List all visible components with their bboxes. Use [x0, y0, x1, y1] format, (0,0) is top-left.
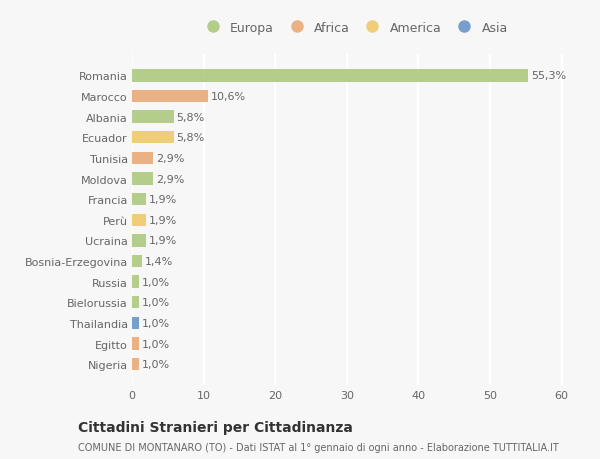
Text: 5,8%: 5,8% [176, 133, 205, 143]
Text: 2,9%: 2,9% [155, 174, 184, 184]
Text: 1,9%: 1,9% [148, 215, 177, 225]
Text: 1,0%: 1,0% [142, 318, 170, 328]
Bar [132, 91, 208, 103]
Legend: Europa, Africa, America, Asia: Europa, Africa, America, Asia [200, 22, 508, 34]
Bar [132, 173, 153, 185]
Text: 1,9%: 1,9% [148, 236, 177, 246]
Text: 1,0%: 1,0% [142, 339, 170, 349]
Text: 5,8%: 5,8% [176, 112, 205, 123]
Bar [132, 152, 153, 165]
Bar [132, 317, 139, 330]
Text: 10,6%: 10,6% [211, 92, 246, 102]
Bar [132, 70, 528, 83]
Text: 1,0%: 1,0% [142, 277, 170, 287]
Bar [132, 214, 146, 226]
Bar [132, 297, 139, 309]
Text: 1,0%: 1,0% [142, 359, 170, 369]
Bar [132, 358, 139, 370]
Text: 55,3%: 55,3% [531, 71, 566, 81]
Bar [132, 255, 142, 268]
Bar [132, 338, 139, 350]
Bar [132, 276, 139, 288]
Text: 2,9%: 2,9% [155, 154, 184, 163]
Text: 1,9%: 1,9% [148, 195, 177, 205]
Bar [132, 111, 173, 123]
Text: Cittadini Stranieri per Cittadinanza: Cittadini Stranieri per Cittadinanza [78, 420, 353, 434]
Bar [132, 132, 173, 144]
Bar [132, 235, 146, 247]
Text: 1,0%: 1,0% [142, 297, 170, 308]
Text: 1,4%: 1,4% [145, 257, 173, 267]
Bar [132, 194, 146, 206]
Text: COMUNE DI MONTANARO (TO) - Dati ISTAT al 1° gennaio di ogni anno - Elaborazione : COMUNE DI MONTANARO (TO) - Dati ISTAT al… [78, 442, 559, 452]
